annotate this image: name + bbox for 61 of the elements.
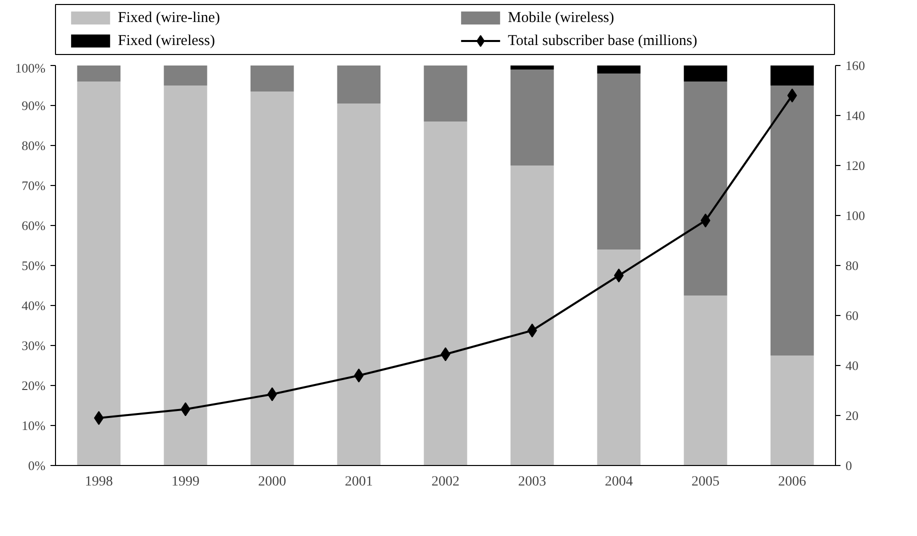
point: [614, 268, 624, 282]
bar: [77, 82, 120, 466]
y2-tick-label: 0: [846, 458, 852, 473]
bar: [684, 82, 728, 296]
bar: [77, 66, 120, 82]
bar: [424, 122, 468, 466]
x-tick-label: 2000: [258, 474, 286, 490]
y-tick-label: 100%: [15, 60, 46, 76]
y-tick-label: 50%: [22, 258, 46, 273]
bar: [510, 166, 554, 466]
bar: [597, 66, 640, 74]
bar: [770, 66, 814, 86]
point: [527, 324, 537, 338]
x-tick-label: 2002: [432, 474, 460, 490]
legend-label: Total subscriber base (millions): [508, 33, 698, 49]
y-tick-label: 10%: [22, 418, 46, 433]
point: [94, 411, 104, 425]
y2-tick-label: 20: [846, 408, 858, 423]
x-tick-label: 2003: [518, 474, 546, 490]
legend-label: Fixed (wireless): [118, 33, 215, 49]
bar: [597, 74, 640, 250]
y2-tick-label: 160: [846, 58, 865, 73]
y-tick-label: 40%: [22, 298, 46, 313]
bar: [164, 86, 208, 466]
y-tick-label: 80%: [22, 138, 46, 153]
y2-tick-label: 140: [846, 108, 865, 123]
point: [354, 368, 364, 382]
bar: [770, 356, 814, 466]
bar: [684, 296, 728, 466]
bar: [597, 250, 640, 466]
y2-tick-label: 40: [846, 358, 858, 373]
bar: [337, 66, 380, 104]
point: [700, 214, 710, 228]
bar: [510, 66, 554, 70]
y2-tick-label: 100: [846, 208, 865, 223]
y-tick-label: 30%: [22, 338, 46, 353]
legend-label: Mobile (wireless): [508, 10, 614, 26]
bar: [510, 70, 554, 166]
x-tick-label: 2005: [692, 474, 720, 490]
x-tick-label: 2004: [604, 474, 633, 490]
bar: [164, 66, 208, 86]
y-tick-label: 20%: [22, 378, 46, 393]
y-tick-label: 90%: [22, 98, 46, 113]
bar: [250, 66, 294, 92]
x-tick-label: 2001: [344, 474, 373, 490]
y-tick-label: 0%: [28, 458, 46, 473]
x-tick-label: 2006: [778, 474, 806, 490]
point: [787, 88, 797, 102]
x-tick-label: 1999: [172, 474, 200, 490]
y2-tick-label: 80: [846, 258, 858, 273]
y-tick-label: 60%: [22, 218, 46, 233]
bar: [770, 86, 814, 356]
bar: [250, 92, 294, 466]
y2-tick-label: 120: [846, 158, 865, 173]
x-tick-label: 1998: [84, 474, 113, 490]
legend-label: Fixed (wire-line): [118, 10, 220, 26]
y-tick-label: 70%: [22, 178, 46, 193]
y2-tick-label: 60: [846, 308, 858, 323]
bar: [337, 104, 380, 466]
bar: [424, 66, 468, 122]
bar: [684, 66, 728, 82]
